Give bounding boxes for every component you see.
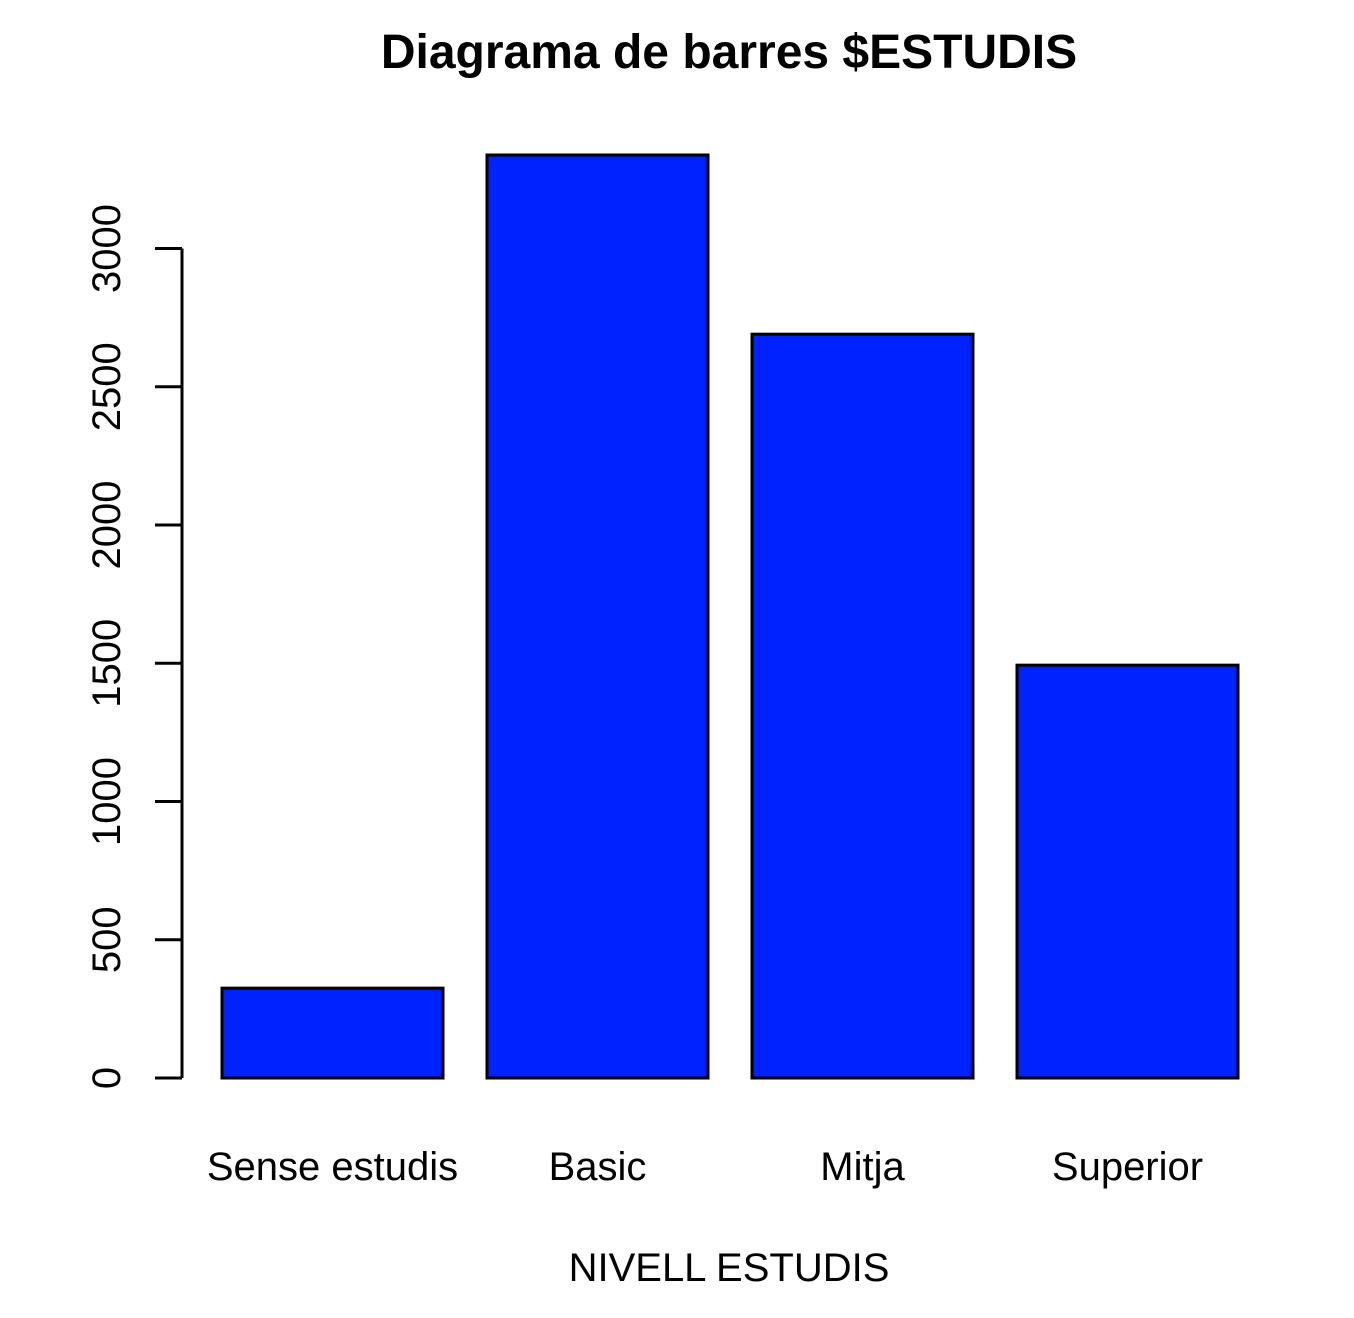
y-tick-label: 3000: [85, 204, 129, 293]
y-axis: 0 500 1000 1500 2000 2500 3000: [85, 204, 184, 1089]
y-tick-label: 1500: [85, 619, 129, 708]
bar: [220, 986, 445, 1080]
y-tick-label: 2000: [85, 480, 129, 569]
x-category-label: Basic: [549, 1145, 647, 1189]
bar: [485, 153, 710, 1080]
bars: [220, 153, 1240, 1080]
x-axis-label: NIVELL ESTUDIS: [569, 1246, 890, 1290]
x-category-label: Superior: [1052, 1145, 1203, 1189]
bar: [750, 332, 975, 1080]
x-category-labels: Sense estudis Basic Mitja Superior: [207, 1145, 1203, 1189]
y-tick-label: 1000: [85, 757, 129, 846]
x-category-label: Mitja: [820, 1145, 905, 1189]
x-category-label: Sense estudis: [207, 1145, 458, 1189]
chart-title: Diagrama de barres $ESTUDIS: [381, 26, 1077, 79]
y-tick-label: 500: [85, 906, 129, 973]
y-tick-label: 2500: [85, 342, 129, 431]
bar: [1015, 663, 1240, 1080]
y-tick-label: 0: [85, 1067, 129, 1089]
